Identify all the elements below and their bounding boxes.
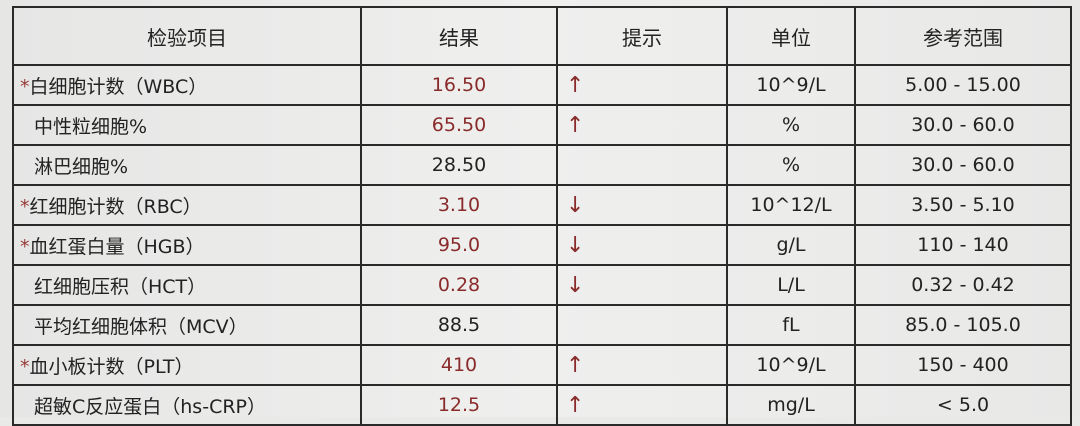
table-row: *血红蛋白量（HGB） 95.0 ↓ g/L 110 - 140 <box>12 224 1072 266</box>
flag-cell <box>556 304 728 346</box>
header-test-item: 检验项目 <box>12 6 362 66</box>
reference-range-value: 85.0 - 105.0 <box>854 304 1072 346</box>
test-item-cell: 中性粒细胞% <box>12 104 362 146</box>
important-marker: * <box>20 75 30 98</box>
result-value: 65.50 <box>360 104 558 146</box>
test-item-name: 超敏C反应蛋白（hs-CRP） <box>34 395 266 418</box>
reference-range-value: 30.0 - 60.0 <box>854 104 1072 146</box>
arrow-up-icon: ↑ <box>556 64 728 106</box>
reference-range-value: 5.00 - 15.00 <box>854 64 1072 106</box>
unit-value: % <box>726 104 856 146</box>
table-row: 平均红细胞体积（MCV） 88.5 fL 85.0 - 105.0 <box>12 304 1072 346</box>
unit-value: 10^9/L <box>726 64 856 106</box>
unit-value: 10^9/L <box>726 344 856 386</box>
test-item-cell: 平均红细胞体积（MCV） <box>12 304 362 346</box>
table-header-row: 检验项目 结果 提示 单位 参考范围 <box>12 6 1072 66</box>
table-row: 中性粒细胞% 65.50 ↑% 30.0 - 60.0 <box>12 104 1072 146</box>
result-value: 16.50 <box>360 64 558 106</box>
header-reference-range: 参考范围 <box>854 6 1072 66</box>
result-value: 3.10 <box>360 184 558 226</box>
test-item-name: 淋巴细胞% <box>34 155 129 178</box>
arrow-down-icon: ↓ <box>556 224 728 266</box>
test-item-cell: *血红蛋白量（HGB） <box>12 224 362 266</box>
table-row: *红细胞计数（RBC） 3.10 ↓ 10^12/L 3.50 - 5.10 <box>12 184 1072 226</box>
unit-value: mg/L <box>726 384 856 426</box>
test-item-name: 红细胞压积（HCT） <box>34 275 207 298</box>
unit-value: fL <box>726 304 856 346</box>
test-item-cell: *红细胞计数（RBC） <box>12 184 362 226</box>
reference-range-value: 110 - 140 <box>854 224 1072 266</box>
test-item-cell: 红细胞压积（HCT） <box>12 264 362 306</box>
important-marker: * <box>20 195 30 218</box>
reference-range-value: 150 - 400 <box>854 344 1072 386</box>
reference-range-value: 3.50 - 5.10 <box>854 184 1072 226</box>
reference-range-value: 0.32 - 0.42 <box>854 264 1072 306</box>
arrow-up-icon: ↑ <box>556 344 728 386</box>
arrow-up-icon: ↑ <box>556 104 728 146</box>
table-row: *血小板计数（PLT） 410 ↑ 10^9/L 150 - 400 <box>12 344 1072 386</box>
test-item-cell: 超敏C反应蛋白（hs-CRP） <box>12 384 362 426</box>
table-row: 超敏C反应蛋白（hs-CRP） 12.5 ↑ mg/L < 5.0 <box>12 384 1072 426</box>
result-value: 95.0 <box>360 224 558 266</box>
lab-results-table: 检验项目 结果 提示 单位 参考范围 *白细胞计数（WBC） 16.50 ↑ 10^9… <box>12 6 1072 426</box>
unit-value: g/L <box>726 224 856 266</box>
test-item-cell: 淋巴细胞% <box>12 144 362 186</box>
test-item-name: 血小板计数（PLT） <box>29 355 194 378</box>
test-item-cell: *血小板计数（PLT） <box>12 344 362 386</box>
header-result: 结果 <box>360 6 558 66</box>
result-value: 88.5 <box>360 304 558 346</box>
important-marker: * <box>20 355 30 378</box>
result-value: 0.28 <box>360 264 558 306</box>
test-item-name: 白细胞计数（WBC） <box>29 75 208 98</box>
header-flag: 提示 <box>556 6 728 66</box>
arrow-down-icon: ↓ <box>556 264 728 306</box>
flag-cell <box>556 144 728 186</box>
arrow-down-icon: ↓ <box>556 184 728 226</box>
unit-value: L/L <box>726 264 856 306</box>
test-item-name: 中性粒细胞% <box>34 115 148 138</box>
result-value: 28.50 <box>360 144 558 186</box>
result-value: 12.5 <box>360 384 558 426</box>
unit-value: % <box>726 144 856 186</box>
test-item-name: 红细胞计数（RBC） <box>29 195 202 218</box>
test-item-cell: *白细胞计数（WBC） <box>12 64 362 106</box>
test-item-name: 平均红细胞体积（MCV） <box>34 315 248 338</box>
important-marker: * <box>20 235 30 258</box>
header-unit: 单位 <box>726 6 856 66</box>
reference-range-value: < 5.0 <box>854 384 1072 426</box>
table-row: 红细胞压积（HCT） 0.28 ↓ L/L 0.32 - 0.42 <box>12 264 1072 306</box>
result-value: 410 <box>360 344 558 386</box>
arrow-up-icon: ↑ <box>556 384 728 426</box>
table-row: 淋巴细胞% 28.50% 30.0 - 60.0 <box>12 144 1072 186</box>
unit-value: 10^12/L <box>726 184 856 226</box>
table-row: *白细胞计数（WBC） 16.50 ↑ 10^9/L 5.00 - 15.00 <box>12 64 1072 106</box>
test-item-name: 血红蛋白量（HGB） <box>29 235 205 258</box>
reference-range-value: 30.0 - 60.0 <box>854 144 1072 186</box>
